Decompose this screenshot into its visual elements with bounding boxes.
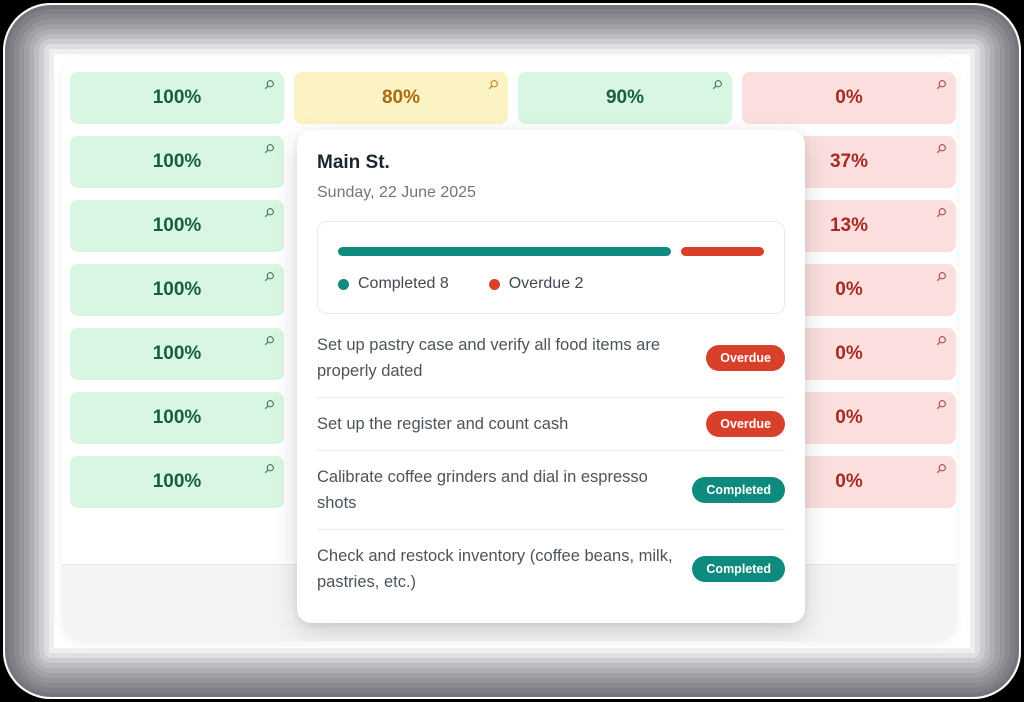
magnifier-icon bbox=[263, 399, 275, 411]
task-row: Set up the register and count cash Overd… bbox=[317, 398, 785, 451]
store-name: Main St. bbox=[317, 152, 390, 173]
cell-value: 100% bbox=[152, 471, 202, 492]
cell-value: 100% bbox=[152, 87, 202, 108]
task-description: Set up pastry case and verify all food i… bbox=[317, 336, 661, 380]
magnifier-icon bbox=[935, 143, 947, 155]
cell-value: 0% bbox=[835, 407, 863, 428]
cell-value: 0% bbox=[835, 471, 863, 492]
legend-completed: Completed 8 bbox=[338, 275, 449, 293]
progress-legend: Completed 8 Overdue 2 bbox=[338, 275, 764, 293]
completion-cell[interactable]: 100% bbox=[70, 264, 284, 316]
task-row: Set up pastry case and verify all food i… bbox=[317, 319, 785, 398]
magnifier-icon bbox=[711, 79, 723, 91]
magnifier-icon bbox=[263, 271, 275, 283]
task-status-badge: Overdue bbox=[706, 411, 785, 437]
task-description: Check and restock inventory (coffee bean… bbox=[317, 547, 673, 591]
task-description: Calibrate coffee grinders and dial in es… bbox=[317, 468, 648, 512]
overdue-bar-segment bbox=[680, 247, 764, 256]
task-progress-bar bbox=[338, 247, 764, 256]
completion-cell[interactable]: 0% bbox=[742, 72, 956, 124]
magnifier-icon bbox=[263, 143, 275, 155]
cell-value: 37% bbox=[829, 151, 869, 172]
task-description: Set up the register and count cash bbox=[317, 415, 569, 433]
cell-value: 100% bbox=[152, 151, 202, 172]
cell-value: 100% bbox=[152, 215, 202, 236]
completion-cell[interactable]: 100% bbox=[70, 456, 284, 508]
legend-overdue: Overdue 2 bbox=[488, 275, 584, 293]
legend-overdue-text: Overdue 2 bbox=[508, 275, 584, 292]
magnifier-icon bbox=[935, 271, 947, 283]
completion-cell[interactable]: 100% bbox=[70, 136, 284, 188]
dashboard-panel: 100% 80% 90% 0% bbox=[62, 57, 957, 641]
legend-completed-text: Completed 8 bbox=[358, 275, 449, 292]
task-status-badge: Overdue bbox=[706, 345, 785, 371]
task-row: Check and restock inventory (coffee bean… bbox=[317, 530, 785, 608]
task-status-badge: Completed bbox=[692, 556, 785, 582]
overdue-dot-icon bbox=[488, 278, 500, 290]
task-row: Calibrate coffee grinders and dial in es… bbox=[317, 451, 785, 530]
cell-value: 100% bbox=[152, 407, 202, 428]
magnifier-icon bbox=[935, 399, 947, 411]
completion-cell[interactable]: 100% bbox=[70, 72, 284, 124]
task-status-badge: Completed bbox=[692, 477, 785, 503]
cell-value: 80% bbox=[381, 87, 421, 108]
completion-cell[interactable]: 100% bbox=[70, 200, 284, 252]
completed-bar-segment bbox=[338, 247, 671, 256]
completed-dot-icon bbox=[338, 278, 349, 290]
completion-cell[interactable]: 90% bbox=[518, 72, 732, 124]
task-list: Set up pastry case and verify all food i… bbox=[317, 319, 785, 608]
magnifier-icon bbox=[935, 79, 947, 91]
completion-cell[interactable]: 100% bbox=[70, 392, 284, 444]
cell-value: 100% bbox=[152, 279, 202, 300]
magnifier-icon bbox=[263, 463, 275, 475]
store-detail-popup: Main St. Sunday, 22 June 2025 Completed … bbox=[297, 130, 805, 623]
magnifier-icon bbox=[263, 207, 275, 219]
magnifier-icon bbox=[263, 79, 275, 91]
cell-value: 0% bbox=[835, 343, 863, 364]
cell-value: 100% bbox=[152, 343, 202, 364]
completion-cell[interactable]: 100% bbox=[70, 328, 284, 380]
cell-value: 0% bbox=[835, 279, 863, 300]
task-summary-card: Completed 8 Overdue 2 bbox=[317, 221, 785, 314]
cell-value: 90% bbox=[605, 87, 645, 108]
magnifier-icon bbox=[935, 335, 947, 347]
cell-value: 13% bbox=[829, 215, 869, 236]
completion-cell[interactable]: 80% bbox=[294, 72, 508, 124]
magnifier-icon bbox=[487, 79, 499, 91]
cell-value: 0% bbox=[835, 87, 863, 108]
magnifier-icon bbox=[935, 207, 947, 219]
store-date: Sunday, 22 June 2025 bbox=[317, 184, 476, 201]
magnifier-icon bbox=[935, 463, 947, 475]
magnifier-icon bbox=[263, 335, 275, 347]
